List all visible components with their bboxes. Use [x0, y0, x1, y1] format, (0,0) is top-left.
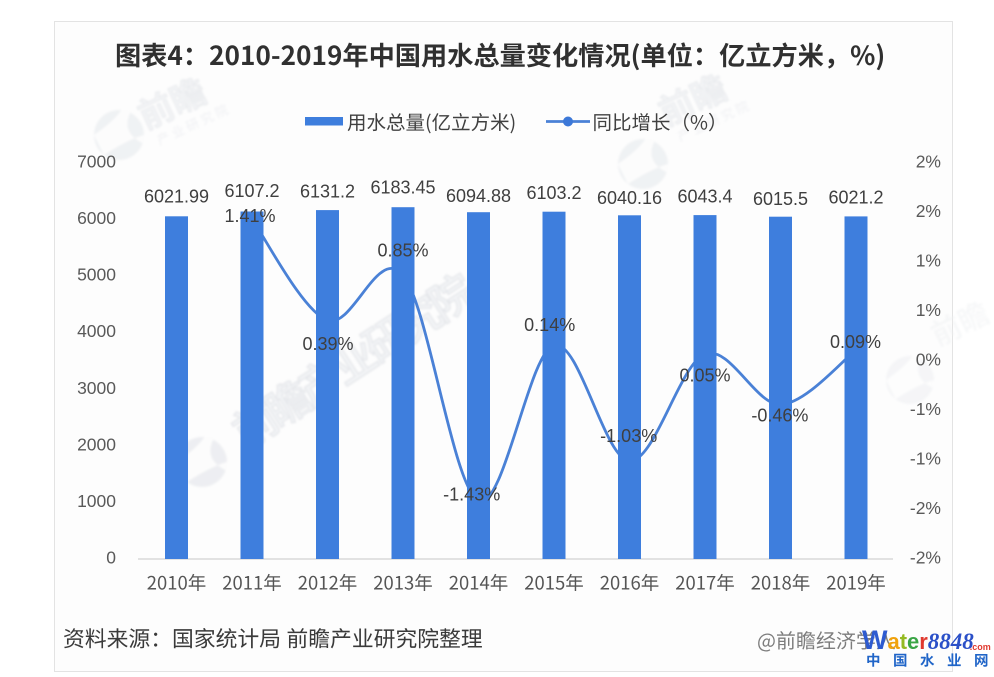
- svg-text:0.39%: 0.39%: [302, 334, 353, 354]
- svg-text:-1.43%: -1.43%: [443, 485, 500, 505]
- svg-text:6043.4: 6043.4: [677, 187, 732, 207]
- svg-text:1000: 1000: [77, 491, 116, 511]
- svg-text:e: e: [907, 629, 919, 654]
- svg-text:0: 0: [106, 548, 116, 568]
- svg-text:1%: 1%: [916, 251, 941, 271]
- svg-text:6107.2: 6107.2: [224, 181, 279, 201]
- svg-text:6021.2: 6021.2: [828, 188, 883, 208]
- svg-text:6183.45: 6183.45: [370, 178, 435, 198]
- svg-text:4000: 4000: [77, 321, 116, 341]
- svg-text:0.09%: 0.09%: [830, 332, 881, 352]
- svg-text:5000: 5000: [77, 265, 116, 285]
- svg-text:-1%: -1%: [910, 399, 941, 419]
- svg-text:2%: 2%: [916, 201, 941, 221]
- svg-text:-0.46%: -0.46%: [751, 406, 808, 426]
- svg-text:7000: 7000: [77, 152, 116, 172]
- svg-text:0%: 0%: [916, 350, 941, 370]
- svg-text:6040.16: 6040.16: [597, 188, 662, 208]
- svg-text:6021.99: 6021.99: [144, 187, 209, 207]
- svg-text:.com: .com: [970, 642, 991, 652]
- svg-text:-2%: -2%: [910, 548, 941, 568]
- svg-text:W: W: [862, 625, 888, 655]
- svg-text:0.85%: 0.85%: [377, 241, 428, 261]
- svg-text:0.05%: 0.05%: [679, 366, 730, 386]
- svg-text:8848: 8848: [928, 629, 975, 654]
- svg-text:6015.5: 6015.5: [753, 189, 808, 209]
- svg-text:1.41%: 1.41%: [224, 206, 275, 226]
- svg-text:2000: 2000: [77, 434, 116, 454]
- svg-text:r: r: [919, 629, 928, 654]
- svg-text:-2%: -2%: [910, 498, 941, 518]
- svg-text:3000: 3000: [77, 378, 116, 398]
- svg-text:1%: 1%: [916, 300, 941, 320]
- svg-text:-1%: -1%: [910, 449, 941, 469]
- svg-text:0.14%: 0.14%: [524, 315, 575, 335]
- svg-text:2%: 2%: [916, 152, 941, 172]
- svg-text:6094.88: 6094.88: [446, 186, 511, 206]
- svg-text:6000: 6000: [77, 208, 116, 228]
- svg-text:a: a: [888, 629, 901, 654]
- svg-text:6131.2: 6131.2: [300, 182, 355, 202]
- svg-text:-1.03%: -1.03%: [600, 426, 657, 446]
- svg-text:6103.2: 6103.2: [526, 183, 581, 203]
- svg-text:t: t: [900, 629, 908, 654]
